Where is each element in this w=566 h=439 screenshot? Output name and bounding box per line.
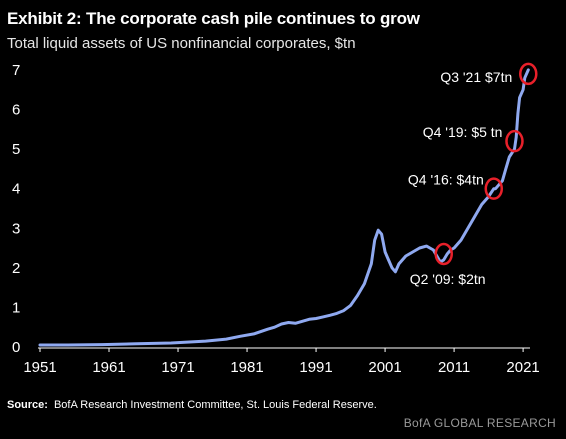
y-tick-label: 5	[12, 141, 20, 158]
x-tick-label: 1961	[92, 359, 125, 376]
y-tick-label: 3	[12, 220, 20, 237]
annotation-label: Q3 '21 $7tn	[440, 69, 512, 85]
x-tick-label: 1981	[230, 359, 263, 376]
annotation-marker	[484, 177, 504, 200]
annotation-marker	[434, 242, 453, 266]
x-tick-label: 1951	[23, 359, 56, 376]
chart-subtitle: Total liquid assets of US nonfinancial c…	[7, 35, 356, 52]
y-tick-label: 2	[12, 260, 20, 277]
y-tick-label: 7	[12, 62, 20, 79]
y-tick-label: 6	[12, 102, 20, 119]
annotation-marker	[505, 129, 524, 153]
annotation-label: Q4 '16: $4tn	[408, 172, 484, 188]
series-group	[38, 68, 530, 347]
source-note: Source: BofA Research Investment Committe…	[7, 399, 377, 411]
series-line	[38, 68, 530, 347]
x-tick-label: 1991	[299, 359, 332, 376]
brand-mark: BofA GLOBAL RESEARCH	[403, 416, 556, 430]
annotation-label: Q2 '09: $2tn	[410, 271, 486, 287]
x-tick-label: 2011	[438, 359, 470, 376]
x-axis: 1951 1961 1971 1981 1991 2001 2011 2021	[23, 347, 540, 376]
annotation-marker	[519, 62, 538, 86]
y-axis: 0 1 2 3 4 5 6 7	[12, 62, 20, 356]
chart-title: Exhibit 2: The corporate cash pile conti…	[7, 9, 420, 28]
y-tick-label: 0	[12, 339, 20, 356]
annotation-group	[434, 62, 538, 266]
annotation-label-group: Q2 '09: $2tn Q4 '16: $4tn Q4 '19: $5 tn Q3 …	[408, 69, 512, 287]
x-tick-label: 1971	[161, 359, 194, 376]
line-chart: 0 1 2 3 4 5 6 7 1951 1961 1971 1981 1991 2001 2011 202…	[12, 62, 540, 376]
source-text: BofA Research Investment Committee, St. …	[53, 399, 377, 411]
y-tick-label: 4	[12, 181, 20, 198]
annotation-label: Q4 '19: $5 tn	[423, 124, 503, 140]
x-tick-label: 2021	[506, 359, 539, 376]
source-label: Source:	[7, 399, 48, 411]
y-tick-label: 1	[12, 299, 20, 316]
x-tick-label: 2001	[368, 359, 401, 376]
